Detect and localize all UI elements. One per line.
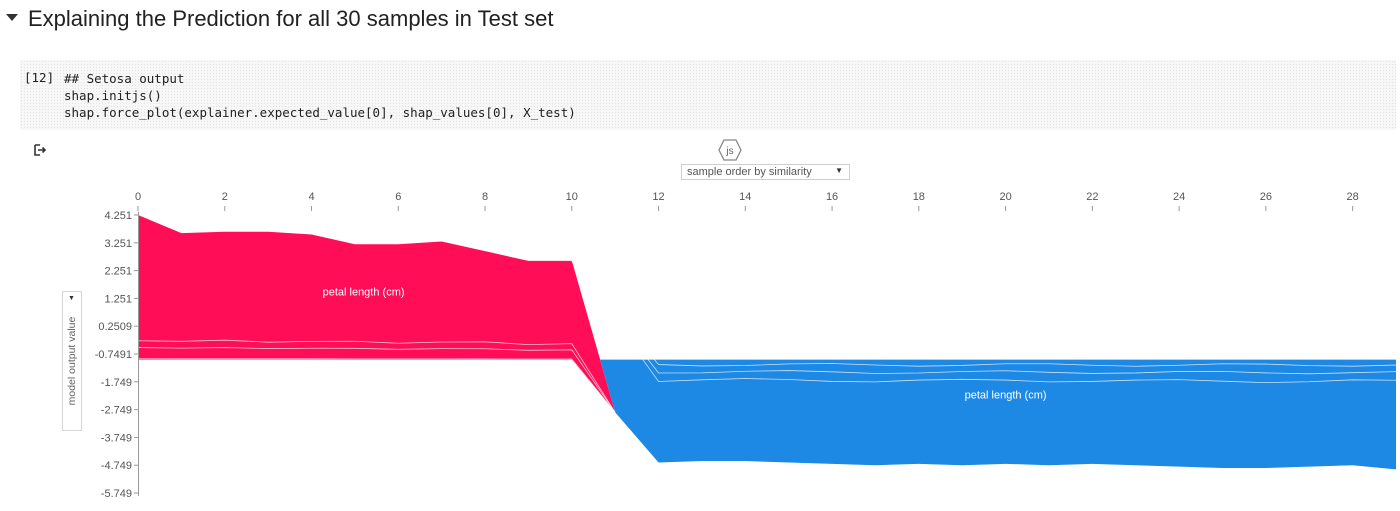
dropdown-arrow-icon: ▼ [68,295,75,302]
negative-feature-separator [571,260,1397,367]
code-line: ## Setosa output [64,71,185,86]
x-tick-label: 22 [1086,191,1098,203]
y-tick-label: -2.749 [101,405,132,417]
js-badge-icon: js [718,139,742,161]
x-tick-label: 20 [999,191,1011,203]
x-tick-label: 8 [482,191,488,203]
dropdown-arrow-icon: ▼ [835,166,843,175]
y-tick-label: 1.251 [104,293,132,305]
x-tick-label: 6 [395,191,401,203]
negative-feature-separator [571,260,1397,383]
y-tick-label: 3.251 [104,238,132,250]
x-tick-label: 16 [826,191,838,203]
code-editor[interactable]: ## Setosa output shap.initjs() shap.force_… [64,70,576,121]
x-tick-label: 0 [135,191,141,203]
positive-feature-separator [137,347,616,413]
negative-feature-separator [571,260,1397,375]
section-title: Explaining the Prediction for all 30 sam… [28,6,554,31]
code-line: shap.force_plot(explainer.expected_value… [64,105,576,120]
sample-order-select[interactable]: sample order by similarity ▼ [681,164,850,180]
y-axis-select[interactable]: ▼ model output value [62,291,82,431]
y-tick-label: -3.749 [101,432,132,444]
execution-count: [12] [24,70,55,85]
x-tick-label: 4 [308,191,314,203]
y-tick-label: 0.2509 [98,321,132,333]
y-tick-label: -1.749 [101,377,132,389]
section-header: Explaining the Prediction for all 30 sam… [0,0,1400,40]
sample-order-select-label: sample order by similarity [687,166,812,178]
x-tick-label: 10 [566,191,578,203]
y-tick-label: -4.749 [101,460,132,472]
x-tick-label: 28 [1346,191,1358,203]
positive-feature-separator [137,358,616,413]
y-tick-label: -0.7491 [95,349,132,361]
positive-shap-area [138,215,601,360]
y-tick-label: 2.251 [104,266,132,278]
feature-label: petal length (cm) [965,390,1047,402]
x-tick-label: 14 [739,191,751,203]
y-tick-label: 4.251 [104,210,132,222]
negative-shap-area [600,359,1396,470]
output-actions-icon[interactable] [33,143,47,157]
positive-shap-wedge [571,260,616,413]
x-tick-label: 24 [1173,191,1185,203]
x-tick-label: 26 [1260,191,1272,203]
feature-label: petal length (cm) [323,287,405,299]
y-tick-label: -5.749 [101,488,132,500]
y-axis-select-label: model output value [66,316,78,406]
collapse-toggle-icon[interactable] [6,14,18,21]
x-tick-label: 12 [652,191,664,203]
code-cell[interactable]: [12] ## Setosa output shap.initjs() shap.f… [20,60,1396,130]
code-line: shap.initjs() [64,88,162,103]
js-badge-label: js [725,146,733,157]
x-tick-label: 18 [913,191,925,203]
x-tick-label: 2 [222,191,228,203]
positive-feature-separator [137,339,616,413]
